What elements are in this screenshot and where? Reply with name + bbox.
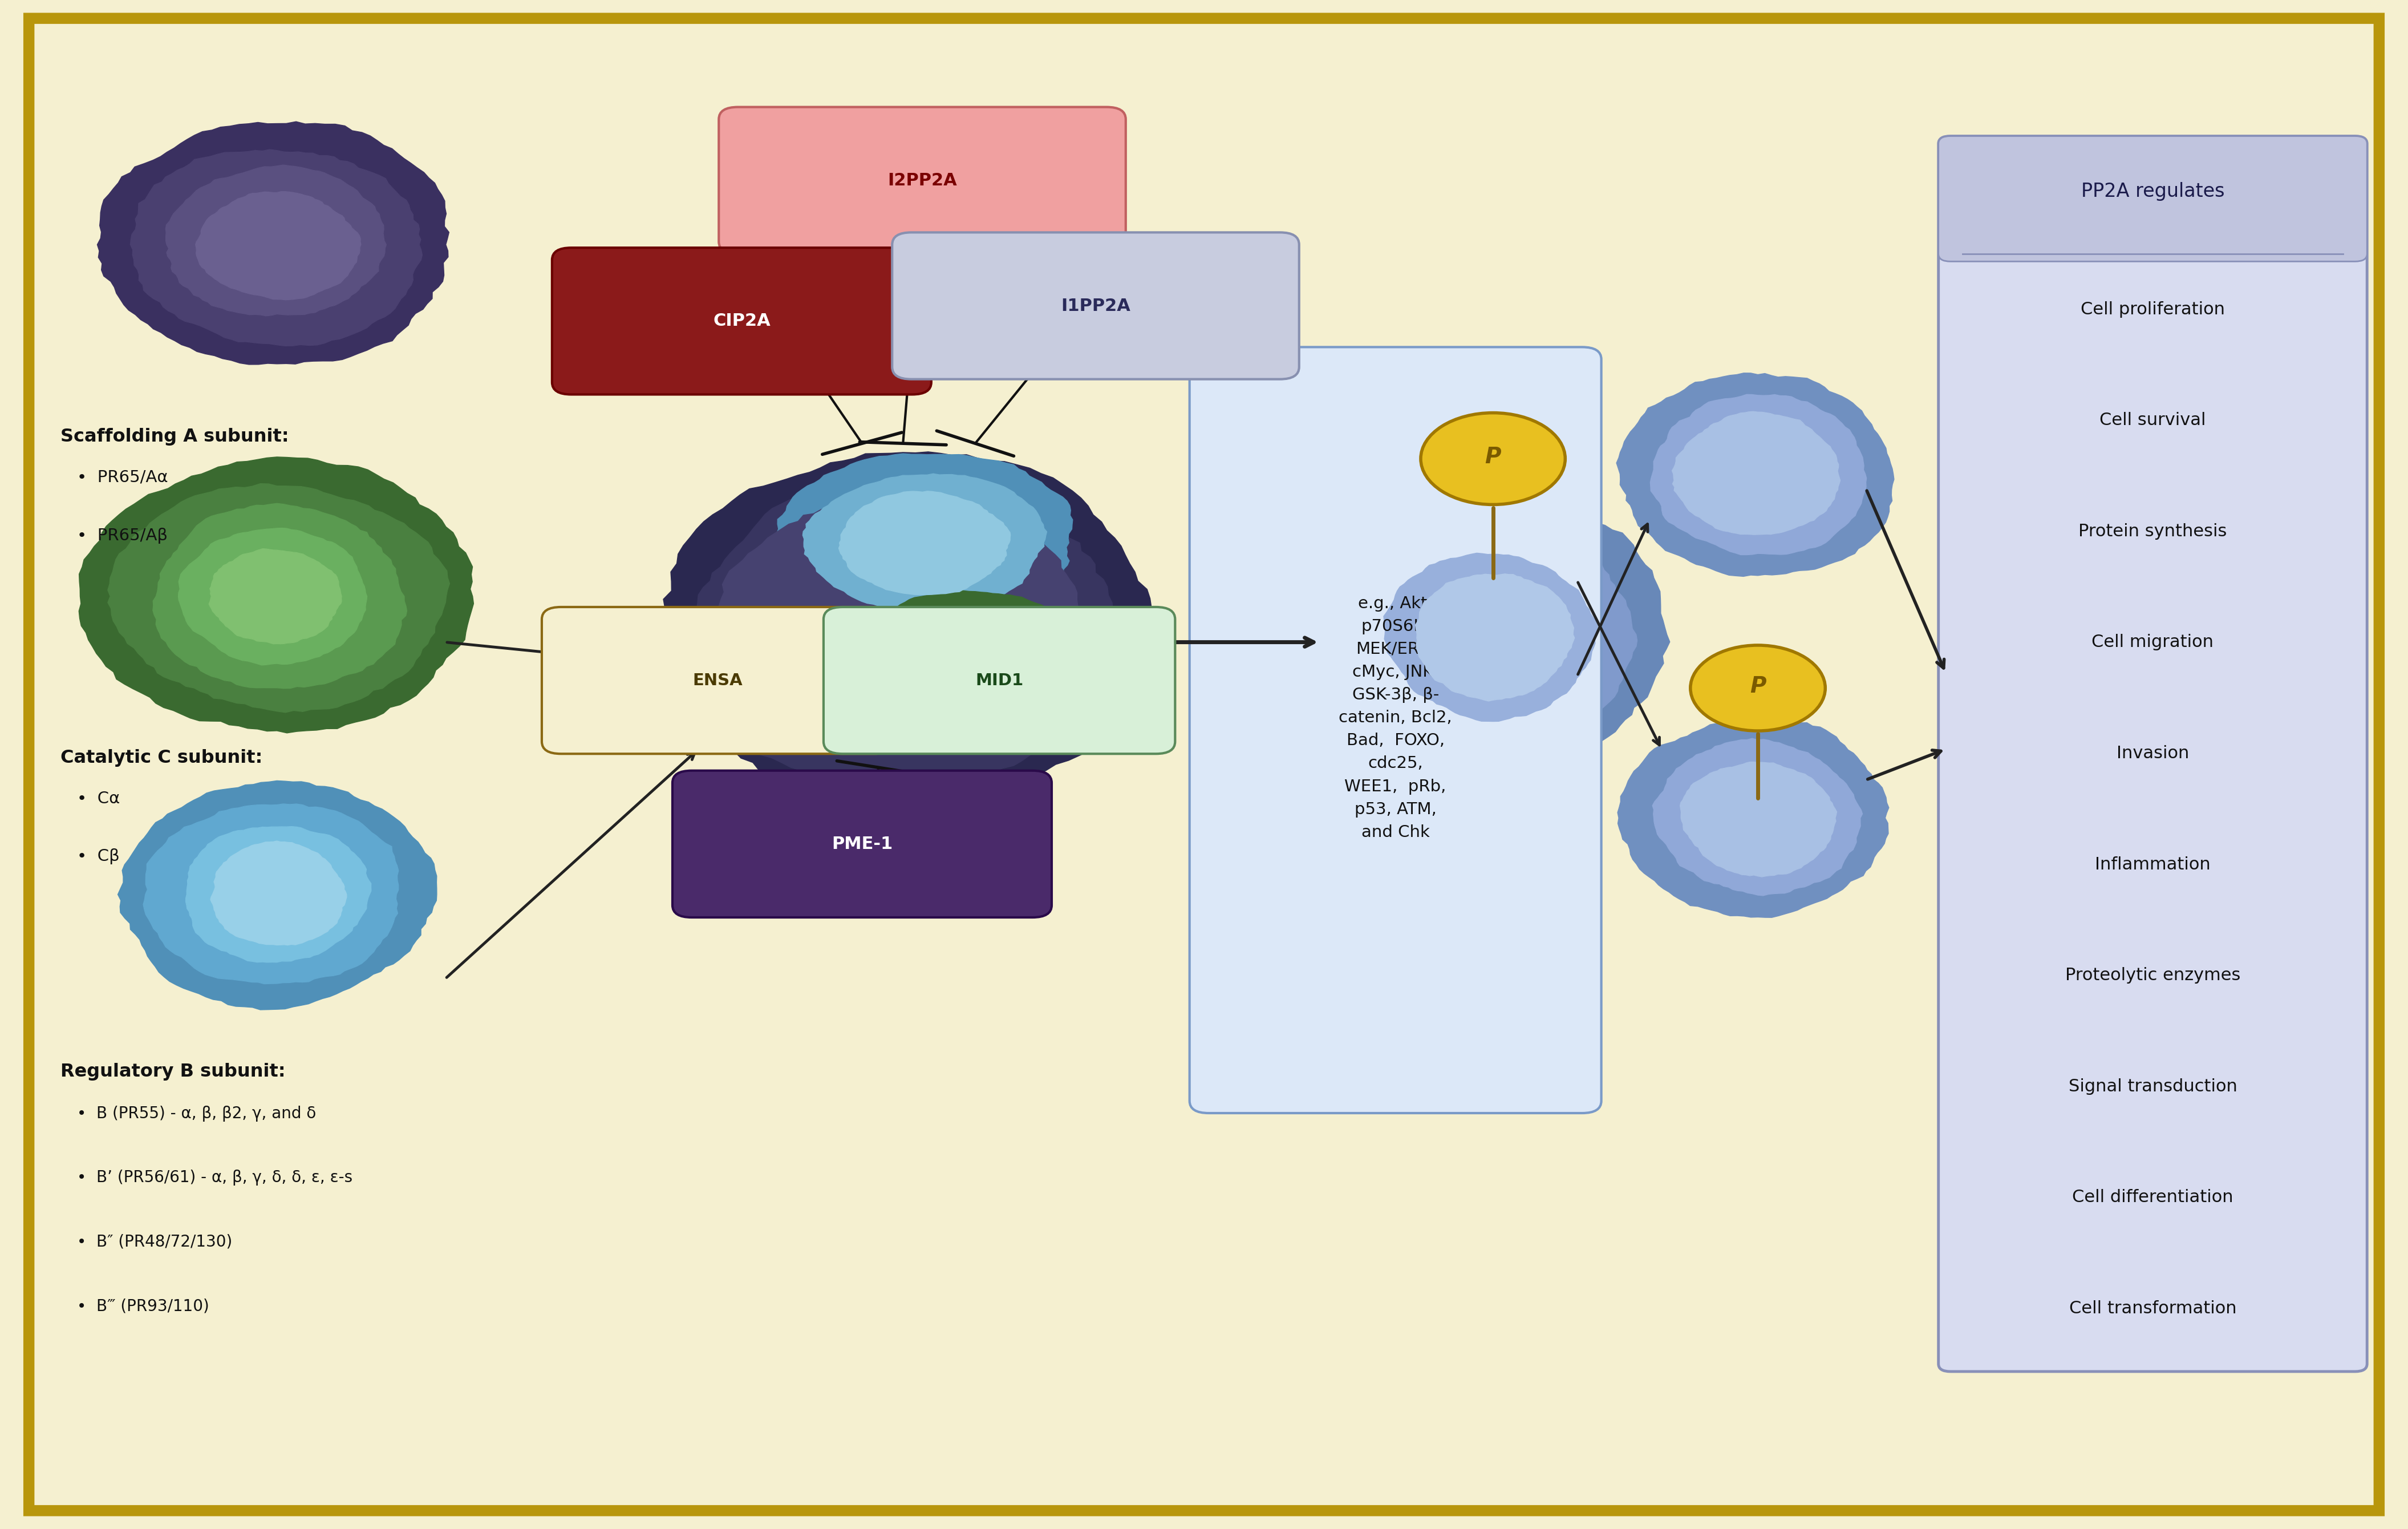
Polygon shape	[1652, 739, 1861, 896]
Text: e.g., Akt,
p70S6K,
MEK/ERK,
cMyc, JNK,
GSK-3β, β-
catenin, Bcl2,
Bad,  FOXO,
cdc: e.g., Akt, p70S6K, MEK/ERK, cMyc, JNK, G…	[1339, 595, 1452, 841]
Polygon shape	[689, 469, 1120, 789]
Polygon shape	[96, 122, 448, 364]
Polygon shape	[1616, 373, 1895, 576]
Polygon shape	[108, 483, 450, 713]
Text: PP2A regulates: PP2A regulates	[2081, 182, 2225, 200]
Polygon shape	[209, 841, 347, 945]
Text: Protein synthesis: Protein synthesis	[2078, 523, 2227, 540]
Polygon shape	[1618, 719, 1888, 917]
Polygon shape	[79, 457, 474, 732]
Text: Cell proliferation: Cell proliferation	[2081, 301, 2225, 318]
Polygon shape	[166, 165, 385, 317]
FancyBboxPatch shape	[1958, 199, 2348, 254]
Polygon shape	[178, 528, 366, 665]
Polygon shape	[142, 804, 400, 983]
Text: Regulatory B subunit:: Regulatory B subunit:	[60, 1063, 284, 1081]
Polygon shape	[662, 451, 1151, 803]
Text: •  B″ (PR48/72/130): • B″ (PR48/72/130)	[77, 1234, 231, 1249]
Text: •  PR65/Aα: • PR65/Aα	[77, 469, 169, 485]
Polygon shape	[802, 474, 1047, 616]
Text: •  Cβ: • Cβ	[77, 849, 120, 864]
Text: •  Cα: • Cα	[77, 790, 120, 806]
Polygon shape	[1649, 394, 1866, 555]
Text: Scaffolding A subunit:: Scaffolding A subunit:	[60, 428, 289, 446]
Text: Cell differentiation: Cell differentiation	[2073, 1190, 2232, 1206]
FancyBboxPatch shape	[824, 607, 1175, 754]
Text: MID1: MID1	[975, 673, 1023, 688]
Text: I1PP2A: I1PP2A	[1062, 298, 1129, 313]
Polygon shape	[195, 191, 361, 300]
Polygon shape	[209, 549, 342, 644]
Polygon shape	[152, 503, 407, 688]
Circle shape	[1690, 645, 1825, 731]
Polygon shape	[1385, 553, 1599, 722]
FancyBboxPatch shape	[551, 248, 932, 394]
Polygon shape	[118, 781, 436, 1009]
Text: P: P	[1751, 676, 1765, 697]
Text: Inflammation: Inflammation	[2095, 856, 2211, 873]
Polygon shape	[185, 827, 371, 962]
FancyBboxPatch shape	[672, 771, 1052, 917]
Polygon shape	[838, 491, 1011, 595]
Polygon shape	[130, 150, 421, 346]
Polygon shape	[1416, 573, 1575, 702]
Polygon shape	[1681, 761, 1837, 876]
FancyBboxPatch shape	[542, 607, 893, 754]
Text: PME-1: PME-1	[831, 836, 893, 852]
FancyBboxPatch shape	[1938, 136, 2367, 1372]
Text: PP2A homoenzyme: PP2A homoenzyme	[797, 844, 975, 862]
Polygon shape	[855, 589, 1091, 725]
Text: ENSA: ENSA	[694, 673, 742, 688]
Circle shape	[1421, 413, 1565, 505]
Text: Catalytic C subunit:: Catalytic C subunit:	[60, 749, 262, 768]
Text: Proteolytic enzymes: Proteolytic enzymes	[2066, 966, 2239, 983]
Polygon shape	[893, 609, 1060, 706]
Polygon shape	[1671, 411, 1840, 535]
Text: •  PR65/Aβ: • PR65/Aβ	[77, 528, 169, 543]
FancyBboxPatch shape	[720, 107, 1127, 254]
Text: Signal transduction: Signal transduction	[2068, 1078, 2237, 1095]
FancyBboxPatch shape	[1938, 136, 2367, 261]
Text: Invasion: Invasion	[2117, 745, 2189, 761]
Polygon shape	[775, 454, 1072, 641]
Text: •  B (PR55) - α, β, β2, γ, and δ: • B (PR55) - α, β, β2, γ, and δ	[77, 1105, 315, 1121]
FancyBboxPatch shape	[891, 232, 1300, 379]
Polygon shape	[1320, 492, 1669, 774]
Text: P: P	[1486, 446, 1500, 468]
Text: •  B’ (PR56/61) - α, β, γ, δ, δ, ε, ε-s: • B’ (PR56/61) - α, β, γ, δ, δ, ε, ε-s	[77, 1170, 352, 1185]
Text: I2PP2A: I2PP2A	[889, 173, 956, 188]
FancyBboxPatch shape	[1190, 347, 1601, 1113]
Text: •  B‴ (PR93/110): • B‴ (PR93/110)	[77, 1298, 209, 1313]
Polygon shape	[1348, 529, 1637, 748]
Polygon shape	[720, 497, 1084, 754]
Text: Cell migration: Cell migration	[2093, 635, 2213, 651]
Text: Cell survival: Cell survival	[2100, 411, 2206, 428]
Text: CIP2A: CIP2A	[713, 313, 771, 329]
Text: Cell transformation: Cell transformation	[2068, 1300, 2237, 1316]
